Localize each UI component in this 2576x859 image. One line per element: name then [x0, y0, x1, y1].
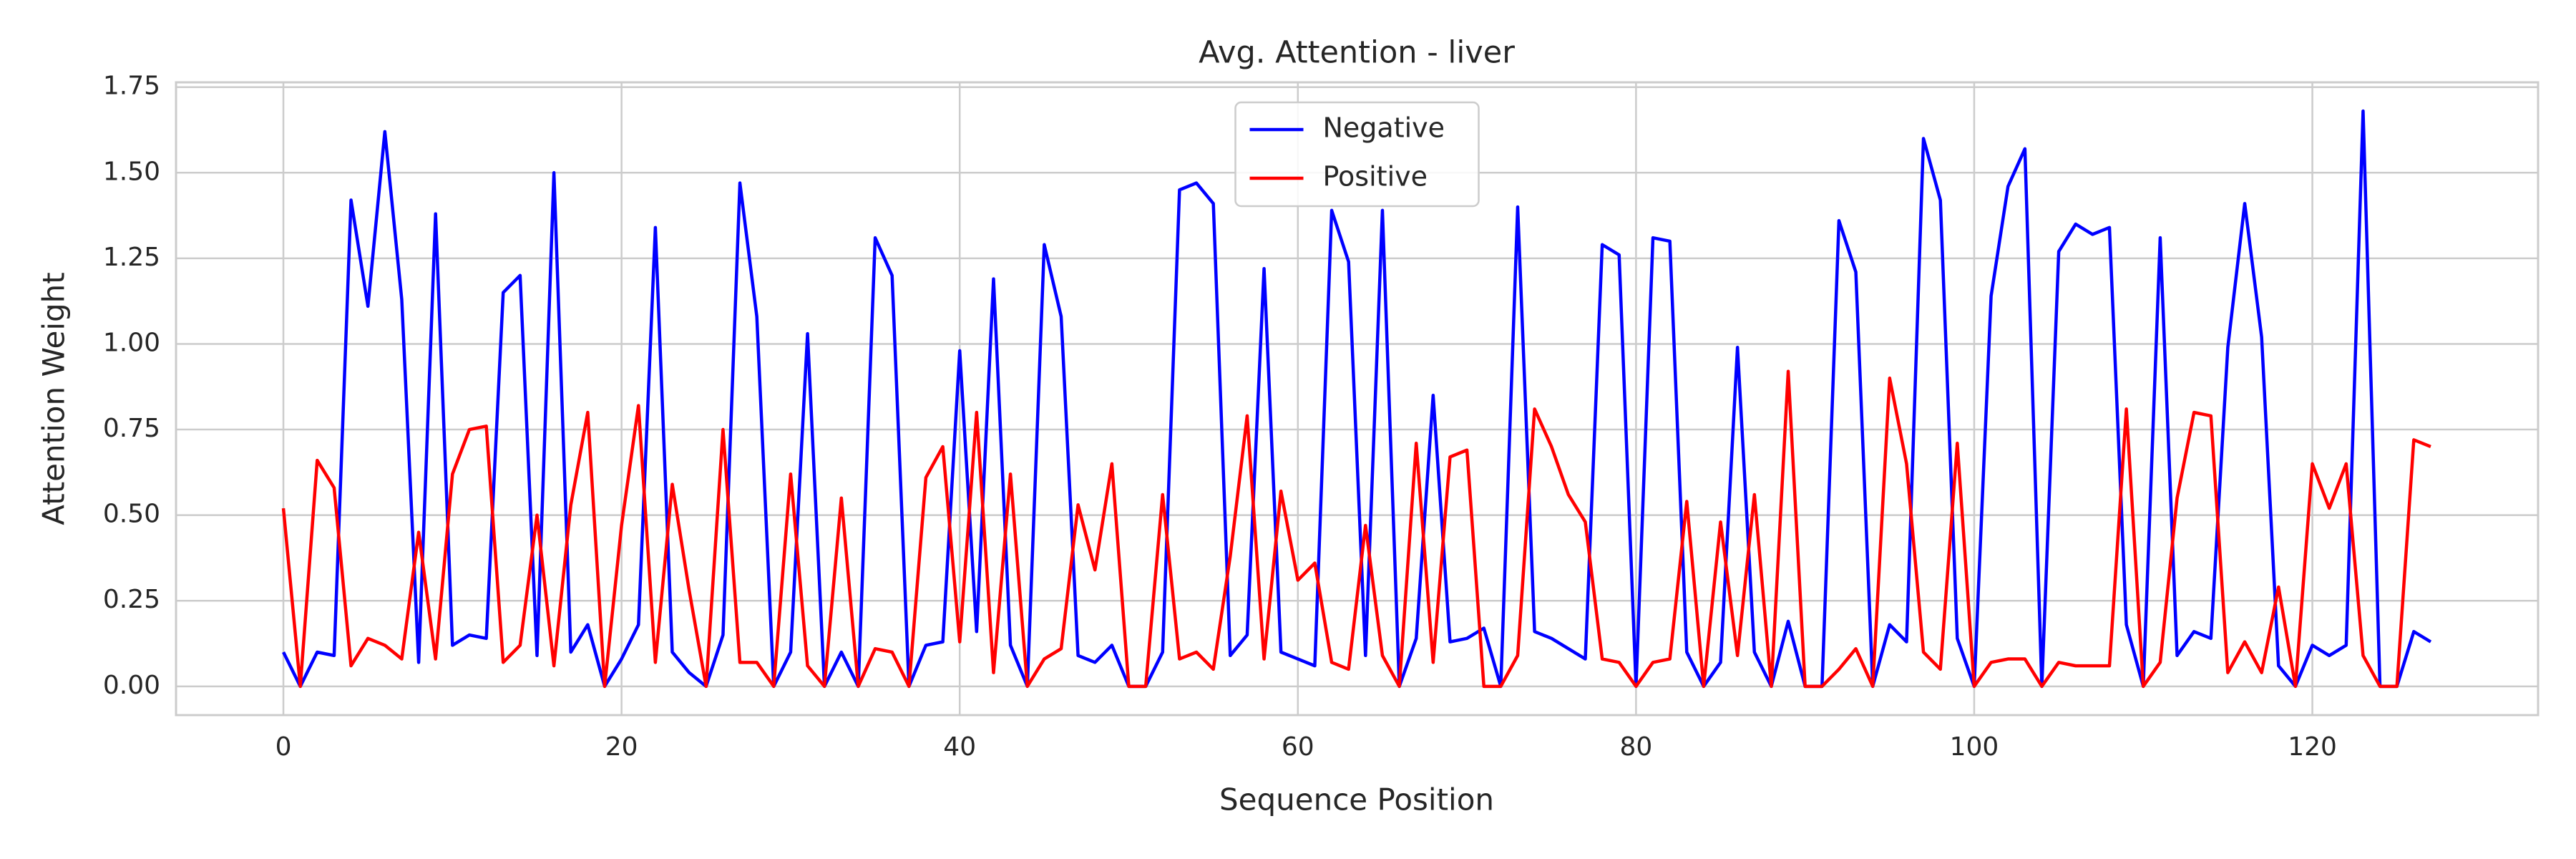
y-axis-label: Attention Weight — [36, 272, 72, 525]
y-tick-label: 0.75 — [103, 414, 160, 443]
series-line — [281, 369, 2431, 689]
x-tick-label: 120 — [2288, 732, 2337, 762]
y-tick-label: 1.00 — [103, 328, 160, 357]
y-tick-label: 0.00 — [103, 671, 160, 700]
x-tick-label: 100 — [1950, 732, 1999, 762]
legend-label: Negative — [1323, 112, 1445, 144]
y-tick-label: 0.50 — [103, 500, 160, 529]
y-tick-label: 1.75 — [103, 72, 160, 101]
x-tick-label: 20 — [605, 732, 638, 762]
x-tick-label: 60 — [1282, 732, 1314, 762]
x-tick-label: 0 — [275, 732, 292, 762]
series-line — [282, 109, 2432, 689]
legend-label: Positive — [1323, 161, 1428, 193]
legend: Negative Positive — [1234, 101, 1480, 208]
chart-title: Avg. Attention - liver — [1199, 35, 1515, 71]
y-tick-label: 1.25 — [103, 243, 160, 272]
y-tick-label: 0.25 — [103, 585, 160, 614]
x-tick-label: 40 — [943, 732, 976, 762]
plot-frame — [175, 81, 2540, 717]
y-tick-label: 1.50 — [103, 157, 160, 186]
x-axis-label: Sequence Position — [1219, 782, 1494, 817]
x-tick-label: 80 — [1619, 732, 1652, 762]
